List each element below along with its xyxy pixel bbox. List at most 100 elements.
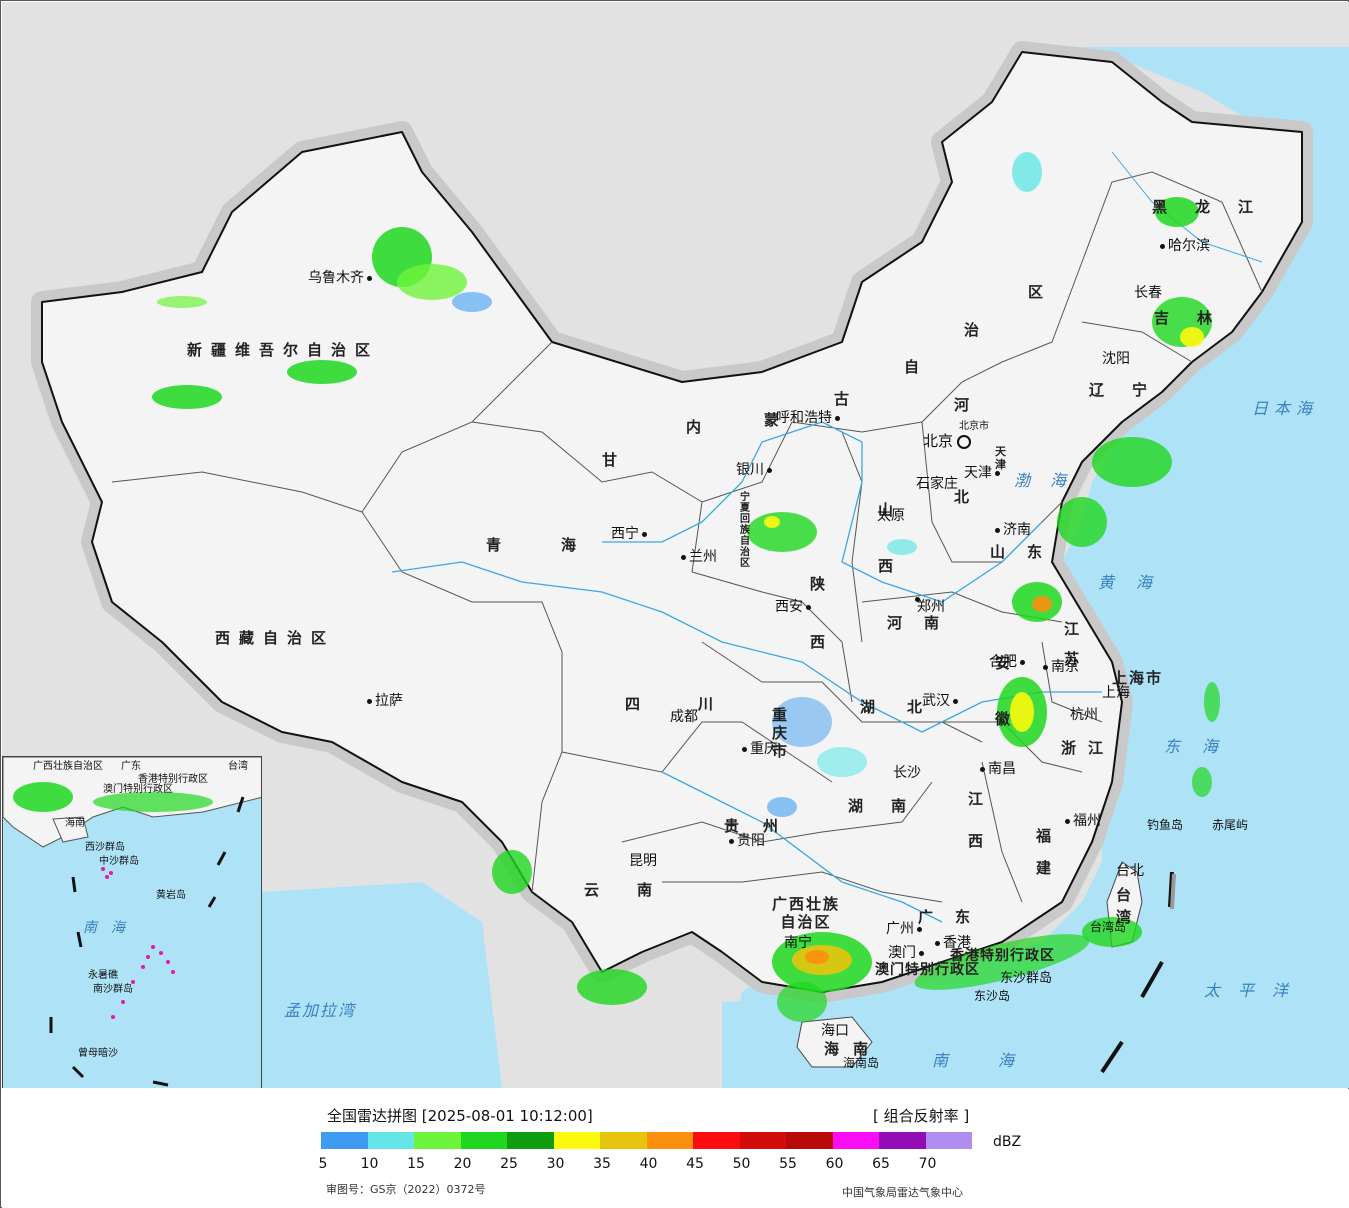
color-scale [321, 1132, 972, 1149]
inset-label-zhongsha: 中沙群岛 [99, 856, 139, 867]
province-label-zhejiang: 浙江 [1061, 739, 1116, 757]
city-changsha: 长沙 [893, 765, 921, 781]
province-label-anhui: 安徽 [995, 654, 1011, 728]
inset-label-macau: 澳门特别行政区 [103, 784, 173, 795]
city-fuzhou: 福州 [1062, 814, 1101, 828]
province-label-hubei: 湖北 [860, 698, 955, 716]
scale-swatch [367, 1132, 414, 1149]
scale-swatch [553, 1132, 600, 1149]
province-label-neimenggu-3: 古 [834, 390, 859, 408]
city-dot [1160, 243, 1165, 249]
province-label-hk: 香港特别行政区 [950, 948, 1055, 964]
city-harbin: 哈尔滨 [1157, 239, 1210, 253]
city-hefei: 合肥 [989, 655, 1028, 669]
legend-panel: 全国雷达拼图 [2025-08-01 10:12:00] [ 组合反射率 ] 5… [2, 1089, 1349, 1208]
city-guiyang: 贵阳 [726, 834, 765, 848]
province-label-shanghai: 上海市 [1112, 669, 1164, 687]
city-beijing-municipality: 北京市 [959, 421, 989, 432]
bengal-sea [262, 882, 502, 1088]
inset-canvas [3, 757, 261, 1087]
province-label-hainan: 海南 [824, 1040, 883, 1058]
city-dot [935, 940, 940, 946]
sea-label-yellow-sea: 黄海 [1098, 573, 1175, 592]
island-label-chiwei: 赤尾屿 [1212, 818, 1249, 832]
city-dot [806, 604, 811, 610]
province-label-chongqing: 重庆市 [772, 706, 788, 760]
scale-tick-label: 60 [825, 1156, 844, 1172]
city-dot [367, 275, 372, 281]
city-chongqing: 重庆 [739, 742, 778, 756]
province-label-gansu: 甘 [602, 451, 627, 469]
island-label-taiwan-dao: 台湾岛 [1090, 920, 1127, 934]
province-label-macau: 澳门特别行政区 [875, 962, 980, 978]
city-macao: 澳门 [888, 946, 927, 960]
province-label-jiangsu: 江苏 [1064, 620, 1080, 668]
city-shijiazhuang: 石家庄 [916, 476, 958, 492]
province-label-guizhou: 贵州 [724, 817, 803, 835]
scale-tick-label: 50 [732, 1156, 751, 1172]
city-dot [681, 554, 686, 560]
scale-swatch [321, 1132, 368, 1149]
inset-sea-label: 南海 [83, 920, 139, 936]
city-dot [1043, 664, 1048, 670]
city-taipei: 台北 [1116, 863, 1144, 879]
province-label-hebei-2: 北 [954, 488, 979, 506]
province-boundaries [111, 171, 1263, 903]
province-label-qinghai: 青海 [486, 536, 637, 554]
province-label-neimenggu-4: 自 [904, 358, 929, 376]
sea-label-bengal: 孟加拉湾 [284, 1001, 357, 1020]
city-nanning: 南宁 [784, 935, 812, 951]
city-lhasa: 拉萨 [364, 694, 403, 708]
sea-label-south-sea: 南海 [932, 1051, 1065, 1070]
province-label-fujian: 福建 [1036, 827, 1052, 877]
city-yinchuan: 银川 [736, 463, 775, 477]
province-label-jilin: 吉林 [1154, 309, 1241, 327]
inset-label-hk: 香港特别行政区 [138, 774, 208, 785]
island-label-dongsha-qundao: 东沙群岛 [1000, 971, 1053, 986]
city-kunming: 昆明 [629, 853, 657, 869]
sea-area [722, 47, 1349, 1088]
province-label-hunan: 湖南 [848, 797, 935, 815]
scale-swatch [460, 1132, 507, 1149]
scale-swatch [693, 1132, 740, 1149]
scale-swatch [925, 1132, 972, 1149]
scale-swatch [739, 1132, 786, 1149]
south-sea-area [722, 942, 1349, 1088]
scale-swatch [832, 1132, 879, 1149]
map-approval-number: 审图号：GS京（2022）0372号 [326, 1183, 486, 1196]
province-label-shanxi: 山西 [878, 501, 894, 575]
scale-tick-label: 45 [686, 1156, 704, 1172]
province-label-jiangxi: 江西 [968, 790, 984, 850]
province-label-neimenggu-6: 区 [1028, 283, 1053, 301]
city-chengdu: 成都 [670, 709, 698, 725]
province-label-sichuan: 四川 [625, 695, 772, 713]
city-beijing: 北京 [923, 434, 972, 449]
province-label-neimenggu-2: 蒙 [764, 411, 789, 429]
province-label-neimenggu-1: 内 [686, 418, 711, 436]
province-label-yunnan: 云南 [584, 881, 691, 899]
city-changchun: 长春 [1134, 285, 1162, 301]
scale-tick-label: 65 [872, 1156, 890, 1172]
scale-swatch [414, 1132, 461, 1149]
island-label-hainan-dao: 海南岛 [843, 1056, 880, 1070]
city-shenyang: 沈阳 [1102, 351, 1130, 367]
scale-ticks: 5 10 15 20 25 30 35 40 45 50 55 60 65 70 [319, 1156, 961, 1172]
product-name: [ 组合反射率 ] [873, 1107, 970, 1125]
inset-label-xisha: 西沙群岛 [85, 842, 125, 853]
city-zhengzhou: 郑州 [912, 592, 951, 614]
province-label-ningxia: 宁夏回族自治区 [740, 492, 750, 569]
scale-swatch [786, 1132, 833, 1149]
sea-label-bohai: 渤海 [1014, 471, 1087, 490]
city-guangzhou: 广州 [886, 922, 925, 936]
province-label-shandong: 山东 [990, 543, 1065, 561]
city-nanjing: 南京 [1040, 660, 1079, 674]
south-china-sea-inset: 广西壮族自治区 广东 台湾 香港特别行政区 澳门特别行政区 海南 西沙群岛 中沙… [2, 756, 262, 1088]
scale-unit: dBZ [993, 1134, 1022, 1150]
city-hohhot: 呼和浩特 [776, 411, 843, 425]
city-nanchang: 南昌 [977, 762, 1016, 776]
city-dot [742, 746, 747, 752]
scale-tick-label: 35 [593, 1156, 611, 1172]
province-label-hebei-1: 河 [954, 396, 979, 414]
scale-tick-label: 15 [407, 1156, 425, 1172]
